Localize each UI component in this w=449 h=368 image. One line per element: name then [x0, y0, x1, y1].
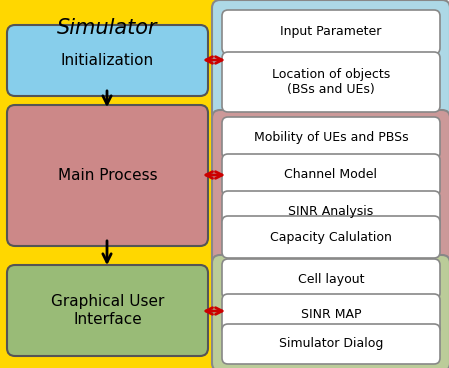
FancyBboxPatch shape [222, 154, 440, 196]
FancyBboxPatch shape [222, 10, 440, 54]
Text: Simulator: Simulator [57, 18, 157, 38]
FancyBboxPatch shape [212, 255, 449, 368]
Text: Simulator Dialog: Simulator Dialog [279, 337, 383, 350]
Text: Channel Model: Channel Model [285, 169, 378, 181]
FancyBboxPatch shape [222, 191, 440, 233]
FancyBboxPatch shape [0, 0, 220, 368]
FancyBboxPatch shape [7, 105, 208, 246]
Text: Initialization: Initialization [61, 53, 154, 68]
FancyBboxPatch shape [222, 324, 440, 364]
Text: SINR MAP: SINR MAP [301, 308, 361, 321]
FancyBboxPatch shape [212, 0, 449, 121]
Text: Mobility of UEs and PBSs: Mobility of UEs and PBSs [254, 131, 408, 145]
FancyBboxPatch shape [7, 25, 208, 96]
Text: Input Parameter: Input Parameter [280, 25, 382, 39]
Text: Graphical User
Interface: Graphical User Interface [51, 294, 164, 327]
Text: Cell layout: Cell layout [298, 272, 364, 286]
FancyBboxPatch shape [222, 117, 440, 159]
FancyBboxPatch shape [222, 52, 440, 112]
FancyBboxPatch shape [222, 294, 440, 334]
Text: Location of objects
(BSs and UEs): Location of objects (BSs and UEs) [272, 68, 390, 96]
FancyBboxPatch shape [212, 110, 449, 266]
FancyBboxPatch shape [222, 216, 440, 258]
FancyBboxPatch shape [222, 259, 440, 299]
Text: Main Process: Main Process [57, 168, 157, 183]
FancyBboxPatch shape [7, 265, 208, 356]
Text: Capacity Calulation: Capacity Calulation [270, 230, 392, 244]
Text: SINR Analysis: SINR Analysis [288, 205, 374, 219]
